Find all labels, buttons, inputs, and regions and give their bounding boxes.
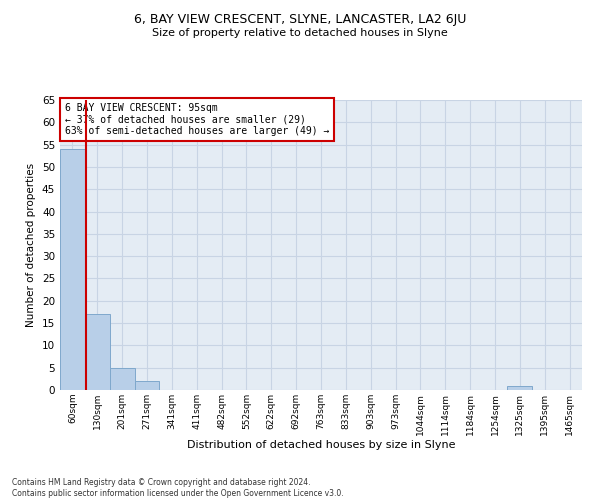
Bar (60, 149, 85, 390)
Bar (134, 381, 160, 390)
Y-axis label: Number of detached properties: Number of detached properties (26, 163, 37, 327)
Text: 6, BAY VIEW CRESCENT, SLYNE, LANCASTER, LA2 6JU: 6, BAY VIEW CRESCENT, SLYNE, LANCASTER, … (134, 12, 466, 26)
X-axis label: Distribution of detached houses by size in Slyne: Distribution of detached houses by size … (187, 440, 455, 450)
Text: Contains HM Land Registry data © Crown copyright and database right 2024.
Contai: Contains HM Land Registry data © Crown c… (12, 478, 344, 498)
Bar (110, 368, 134, 390)
Bar (85, 314, 110, 390)
Text: Size of property relative to detached houses in Slyne: Size of property relative to detached ho… (152, 28, 448, 38)
Bar (508, 386, 532, 390)
Text: 6 BAY VIEW CRESCENT: 95sqm
← 37% of detached houses are smaller (29)
63% of semi: 6 BAY VIEW CRESCENT: 95sqm ← 37% of deta… (65, 103, 329, 136)
